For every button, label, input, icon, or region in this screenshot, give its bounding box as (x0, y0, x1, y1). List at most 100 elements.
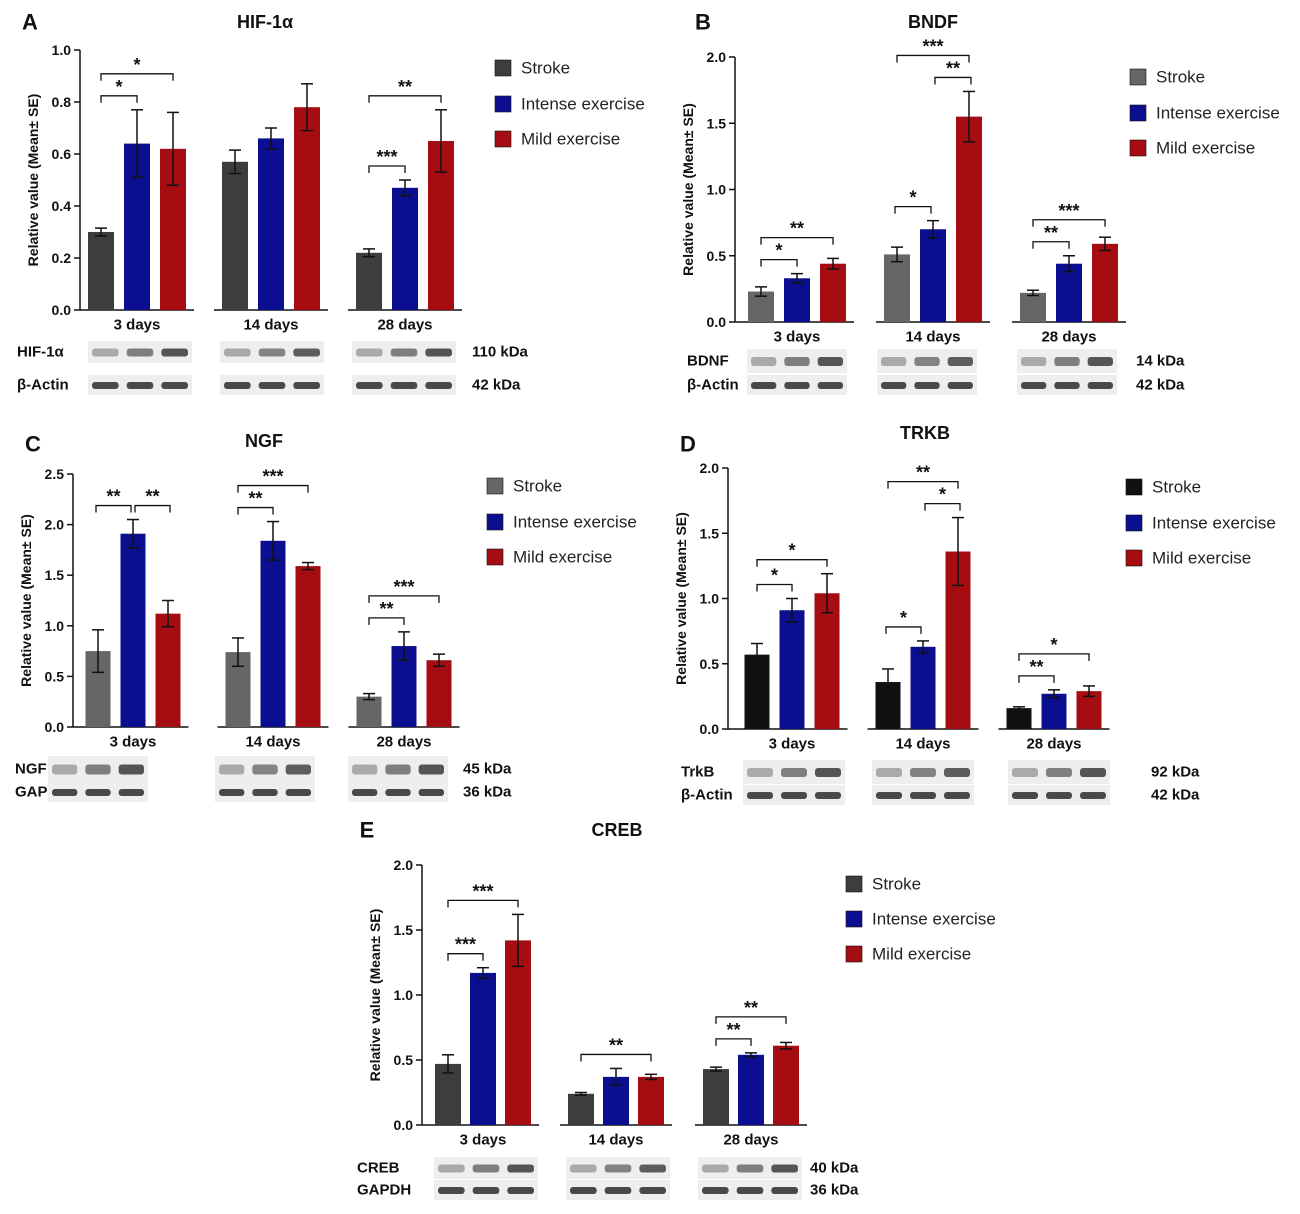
legend-swatch (1129, 104, 1147, 122)
bar-mild-exercise (820, 263, 846, 322)
blot-band (781, 792, 807, 799)
blot-kda-label: 92 kDa (1151, 764, 1200, 781)
bar-stroke (88, 232, 114, 310)
y-tick-label: 1.0 (52, 42, 72, 58)
blot-band (285, 764, 311, 775)
bar-stroke (744, 654, 770, 729)
legend-label: Mild exercise (513, 548, 612, 567)
bar-intense-exercise (392, 187, 418, 310)
blot-band (352, 789, 378, 796)
y-tick-label: 0.0 (45, 719, 65, 735)
x-tick-label: 28 days (376, 734, 431, 751)
blot-band (815, 792, 841, 799)
significance-bracket (1032, 219, 1106, 227)
y-axis-label: Relative value (Mean± SE) (367, 909, 383, 1082)
significance-label: ** (609, 1035, 623, 1055)
bar-stroke (568, 1093, 594, 1125)
legend-swatch (1129, 68, 1147, 86)
blot-band (252, 789, 278, 796)
blot-band (876, 768, 902, 777)
legend-swatch (486, 548, 504, 566)
bar-mild-exercise (814, 593, 840, 729)
legend-label: Stroke (521, 59, 570, 78)
significance-bracket (447, 953, 484, 961)
bar-stroke (884, 254, 910, 322)
bar-stroke (356, 696, 382, 727)
y-tick-label: 0.2 (52, 250, 72, 266)
blot-band (92, 348, 119, 357)
blot-band (52, 789, 78, 796)
blot-band (126, 382, 154, 389)
blot-band (1080, 792, 1106, 799)
significance-bracket (100, 95, 138, 103)
bar-mild-exercise (1092, 243, 1118, 322)
blot-band (747, 792, 773, 799)
blot-band (224, 348, 251, 357)
blot-protein-label: CREB (357, 1160, 400, 1177)
blot-band (604, 1164, 632, 1173)
legend-swatch (494, 59, 512, 77)
bar-stroke (703, 1069, 729, 1125)
blot-band (784, 357, 810, 366)
significance-bracket (760, 236, 834, 245)
bar-mild-exercise (638, 1076, 664, 1125)
legend-label: Stroke (872, 875, 921, 894)
blot-band (784, 382, 810, 389)
blot-kda-label: 45 kDa (463, 761, 512, 778)
blot-kda-label: 36 kDa (810, 1182, 859, 1199)
legend-swatch (1125, 514, 1143, 532)
bar-intense-exercise (258, 138, 284, 310)
bar-mild-exercise (773, 1045, 799, 1125)
legend-label: Intense exercise (872, 910, 996, 929)
blot-band (747, 768, 773, 777)
significance-label: ** (726, 1020, 740, 1040)
blot-band (118, 789, 144, 796)
significance-bracket (1018, 653, 1090, 661)
blot-band (161, 348, 188, 357)
legend-swatch (494, 130, 512, 148)
blot-protein-label: β-Actin (687, 377, 739, 394)
bar-intense-exercise (738, 1054, 764, 1125)
legend-label: Stroke (513, 477, 562, 496)
y-tick-label: 0.0 (52, 302, 72, 318)
significance-bracket (447, 899, 519, 908)
blot-band (910, 792, 936, 799)
blot-protein-label: NGF (15, 761, 47, 778)
significance-bracket (756, 559, 828, 567)
blot-band (570, 1164, 597, 1173)
blot-kda-label: 42 kDa (1136, 377, 1185, 394)
blot-band (1054, 357, 1080, 366)
legend-label: Intense exercise (1152, 514, 1276, 533)
bar-mild-exercise (505, 940, 531, 1125)
blot-band (881, 382, 907, 389)
blot-band (438, 1164, 465, 1173)
y-tick-label: 0.8 (52, 94, 72, 110)
blot-protein-label: GAPDH (357, 1182, 411, 1199)
chart-panel-d: D TRKB 0.0 0.5 1.0 1.5 2.0 Relative value (Mean… (673, 423, 1276, 805)
significance-bracket (368, 617, 405, 625)
bar-mild-exercise (426, 660, 452, 727)
significance-bracket (760, 258, 798, 267)
blot-band (947, 357, 973, 366)
bar-intense-exercise (784, 278, 810, 322)
significance-label: * (115, 77, 122, 97)
y-tick-label: 1.0 (394, 987, 414, 1003)
blot-band (1087, 382, 1113, 389)
blot-band (425, 382, 452, 389)
legend-swatch (486, 477, 504, 495)
y-axis-label: Relative value (Mean± SE) (673, 512, 689, 685)
significance-bracket (134, 504, 171, 513)
y-tick-label: 2.0 (700, 460, 720, 476)
y-tick-label: 1.5 (45, 567, 65, 583)
legend-swatch (845, 875, 863, 893)
significance-bracket (715, 1016, 787, 1024)
bar-stroke (356, 252, 382, 310)
significance-label: * (775, 241, 782, 261)
legend-swatch (1125, 478, 1143, 496)
blot-band (285, 789, 311, 796)
significance-label: *** (262, 467, 283, 487)
bar-mild-exercise (155, 613, 181, 727)
significance-label: *** (455, 935, 476, 955)
chart-title: CREB (591, 820, 642, 840)
